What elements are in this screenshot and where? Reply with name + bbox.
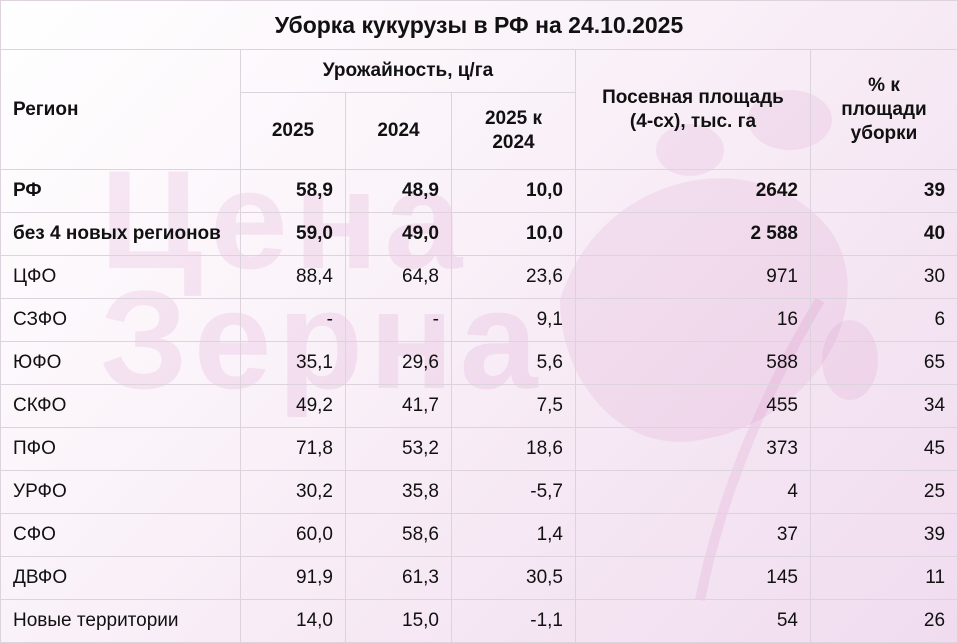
cell-yield-2024: 49,0 bbox=[345, 212, 452, 256]
cell-yield-2025: 88,4 bbox=[240, 255, 346, 299]
header-pct: % к площади уборки bbox=[809, 49, 957, 170]
cell-yield-diff: 7,5 bbox=[451, 384, 576, 428]
cell-yield-2024: 35,8 bbox=[345, 470, 452, 514]
cell-yield-2025: 71,8 bbox=[240, 427, 346, 471]
cell-area: 971 bbox=[575, 255, 811, 299]
header-yield-2025: 2025 bbox=[240, 92, 346, 170]
cell-yield-diff: 1,4 bbox=[451, 513, 576, 557]
cell-area: 2642 bbox=[575, 169, 811, 213]
cell-pct: 34 bbox=[809, 384, 957, 428]
cell-region: без 4 новых регионов bbox=[0, 212, 241, 256]
header-yield-diff: 2025 к 2024 bbox=[451, 92, 576, 170]
cell-yield-diff: 18,6 bbox=[451, 427, 576, 471]
cell-area: 37 bbox=[575, 513, 811, 557]
cell-area: 16 bbox=[575, 298, 811, 342]
cell-region: СФО bbox=[0, 513, 241, 557]
cell-yield-2025: 49,2 bbox=[240, 384, 346, 428]
cell-pct: 26 bbox=[809, 599, 957, 643]
cell-yield-2025: 58,9 bbox=[240, 169, 346, 213]
table-row: ПФО 71,8 53,2 18,6 373 45 bbox=[0, 427, 957, 471]
cell-yield-2024: 29,6 bbox=[345, 341, 452, 385]
cell-yield-2025: 91,9 bbox=[240, 556, 346, 600]
cell-area: 54 bbox=[575, 599, 811, 643]
cell-region: СЗФО bbox=[0, 298, 241, 342]
table-row: СЗФО - -9,1 16 6 bbox=[0, 298, 957, 342]
cell-region: Новые территории bbox=[0, 599, 241, 643]
cell-yield-2024: 48,9 bbox=[345, 169, 452, 213]
cell-yield-diff: 23,6 bbox=[451, 255, 576, 299]
header-yield-2024: 2024 bbox=[345, 92, 452, 170]
table-body: РФ 58,9 48,9 10,0 2642 39 без 4 новых регионов… bbox=[0, 169, 957, 643]
cell-pct: 40 bbox=[809, 212, 957, 256]
cell-yield-diff: 5,6 bbox=[451, 341, 576, 385]
cell-yield-2025: 30,2 bbox=[240, 470, 346, 514]
cell-yield-diff: -5,7 bbox=[451, 470, 576, 514]
cell-yield-diff: 10,0 bbox=[451, 169, 576, 213]
header-region: Регион bbox=[0, 49, 241, 170]
cell-yield-diff: 9,1 bbox=[451, 298, 576, 342]
cell-yield-2025: 60,0 bbox=[240, 513, 346, 557]
cell-yield-2024: 53,2 bbox=[345, 427, 452, 471]
table-row: Новые территории 14,0 15,0 -1,1 54 26 bbox=[0, 599, 957, 643]
cell-yield-diff: -1,1 bbox=[451, 599, 576, 643]
cell-region: ДВФО bbox=[0, 556, 241, 600]
cell-pct: 45 bbox=[809, 427, 957, 471]
cell-area: 588 bbox=[575, 341, 811, 385]
cell-yield-2024: 61,3 bbox=[345, 556, 452, 600]
table-row: ДВФО 91,9 61,3 30,5 145 11 bbox=[0, 556, 957, 600]
header-area: Посевная площадь (4-сх), тыс. га bbox=[575, 49, 811, 170]
table-row: СФО 60,0 58,6 1,4 37 39 bbox=[0, 513, 957, 557]
cell-yield-2024: 15,0 bbox=[345, 599, 452, 643]
cell-pct: 30 bbox=[809, 255, 957, 299]
cell-yield-diff: 30,5 bbox=[451, 556, 576, 600]
cell-region: ПФО bbox=[0, 427, 241, 471]
table-row: ЦФО 88,4 64,8 23,6 971 30 bbox=[0, 255, 957, 299]
cell-pct: 39 bbox=[809, 513, 957, 557]
cell-yield-2025: 35,1 bbox=[240, 341, 346, 385]
cell-area: 2 588 bbox=[575, 212, 811, 256]
cell-area: 373 bbox=[575, 427, 811, 471]
cell-yield-2024: 58,6 bbox=[345, 513, 452, 557]
cell-region: УРФО bbox=[0, 470, 241, 514]
table-row: РФ 58,9 48,9 10,0 2642 39 bbox=[0, 169, 957, 213]
table-row: ЮФО 35,1 29,6 5,6 588 65 bbox=[0, 341, 957, 385]
table-row: УРФО 30,2 35,8 -5,7 4 25 bbox=[0, 470, 957, 514]
cell-pct: 39 bbox=[809, 169, 957, 213]
cell-pct: 6 bbox=[809, 298, 957, 342]
cell-pct: 65 bbox=[809, 341, 957, 385]
cell-region: РФ bbox=[0, 169, 241, 213]
cell-yield-2024: 64,8 bbox=[345, 255, 452, 299]
cell-region: СКФО bbox=[0, 384, 241, 428]
table-row: СКФО 49,2 41,7 7,5 455 34 bbox=[0, 384, 957, 428]
cell-yield-2025: 14,0 bbox=[240, 599, 346, 643]
cell-pct: 11 bbox=[809, 556, 957, 600]
cell-yield-diff: 10,0 bbox=[451, 212, 576, 256]
cell-pct: 25 bbox=[809, 470, 957, 514]
cell-area: 455 bbox=[575, 384, 811, 428]
cell-yield-2024: - bbox=[345, 298, 452, 342]
cell-area: 4 bbox=[575, 470, 811, 514]
cell-region: ЦФО bbox=[0, 255, 241, 299]
cell-yield-2025: - bbox=[240, 298, 346, 342]
table-title: Уборка кукурузы в РФ на 24.10.2025 bbox=[0, 0, 957, 50]
cell-area: 145 bbox=[575, 556, 811, 600]
cell-yield-2024: 41,7 bbox=[345, 384, 452, 428]
cell-yield-2025: 59,0 bbox=[240, 212, 346, 256]
table-row: без 4 новых регионов 59,0 49,0 10,0 2 588 40 bbox=[0, 212, 957, 256]
header-yield-group: Урожайность, ц/га bbox=[240, 49, 576, 93]
cell-region: ЮФО bbox=[0, 341, 241, 385]
